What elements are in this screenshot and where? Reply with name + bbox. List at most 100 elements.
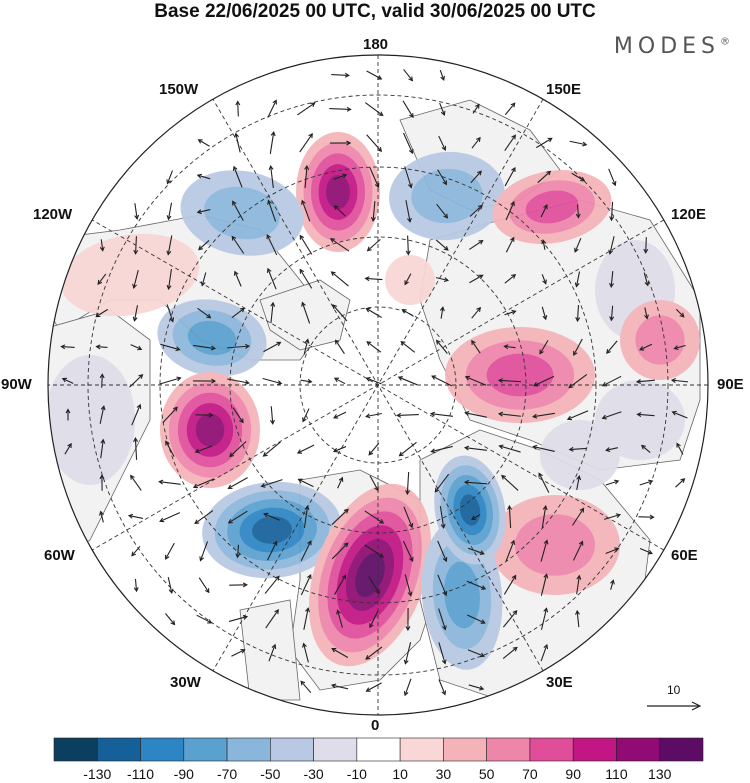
wind-vector <box>541 274 547 285</box>
wind-vector <box>166 268 172 291</box>
wind-vector <box>605 547 620 555</box>
anomaly-center <box>595 380 685 460</box>
anomaly-center <box>620 300 700 380</box>
graticule <box>48 55 708 715</box>
wind-vector <box>61 377 74 384</box>
anomaly-center <box>445 327 595 423</box>
lon-label-180: 180 <box>363 36 389 53</box>
wind-vector <box>640 444 651 453</box>
wind-vector <box>300 573 312 596</box>
wind-vector <box>229 582 248 588</box>
wind-vector <box>469 239 484 250</box>
wind-vector <box>398 441 417 457</box>
wind-vector <box>158 479 181 485</box>
wind-vector <box>643 237 649 254</box>
wind-vector <box>165 542 175 560</box>
wind-vector <box>332 446 347 453</box>
wind-vector <box>503 574 517 595</box>
wind-vector <box>435 239 449 251</box>
colorbar-swatch <box>270 737 314 762</box>
wind-vector <box>300 680 312 694</box>
lon-label-120e: 120E <box>671 206 707 223</box>
wind-vector <box>64 442 72 455</box>
wind-vector <box>535 137 553 149</box>
wind-vector <box>575 204 581 219</box>
wind-vector <box>539 340 549 355</box>
wind-vector <box>266 540 278 561</box>
wind-vector <box>227 510 248 524</box>
wind-vector <box>159 376 182 385</box>
anomaly-center <box>490 495 620 595</box>
wind-vector <box>60 344 75 350</box>
wind-vector <box>264 575 280 594</box>
wind-vector <box>609 271 615 289</box>
wind-vector <box>402 132 414 155</box>
wind-vector <box>369 610 379 629</box>
wind-vector <box>197 139 210 147</box>
wind-vector <box>366 70 383 80</box>
wind-vector <box>439 102 446 116</box>
anomaly-contour <box>385 255 435 305</box>
wind-vector <box>232 407 244 424</box>
map-disk <box>48 55 708 715</box>
wind-vector <box>99 239 105 252</box>
colorbar-swatch <box>140 737 185 762</box>
wind-vectors <box>60 69 689 697</box>
colorbar-swatch <box>572 737 617 762</box>
wind-vector <box>505 539 516 562</box>
wind-vector <box>229 441 247 458</box>
latitude-circle <box>87 94 669 676</box>
wind-vector <box>332 304 348 322</box>
wind-vector <box>404 574 413 597</box>
wind-vector <box>65 408 71 421</box>
wind-vector <box>166 170 174 185</box>
wind-vector <box>569 140 588 147</box>
wind-vector <box>194 445 213 454</box>
wind-vector <box>196 209 211 215</box>
wind-vector <box>366 341 382 353</box>
wind-vector <box>226 343 251 349</box>
wind-vector <box>131 545 141 557</box>
wind-vector <box>99 405 106 424</box>
registered-mark: ® <box>720 36 730 48</box>
colorbar-tick-label: 130 <box>648 766 672 782</box>
anomaly-contour <box>595 380 685 460</box>
wind-vector <box>300 540 312 562</box>
wind-vector <box>231 307 246 319</box>
wind-vector <box>336 609 343 628</box>
anomaly-contour <box>204 186 280 240</box>
wind-vector <box>303 504 310 528</box>
wind-vector <box>192 478 215 489</box>
wind-vector <box>469 204 483 217</box>
wind-vector <box>299 133 313 153</box>
wind-vector <box>166 304 175 323</box>
anomaly-center <box>60 233 200 317</box>
wind-vector <box>402 100 414 119</box>
wind-vector <box>601 375 622 387</box>
wind-vector <box>299 268 313 289</box>
wind-vector <box>601 411 622 420</box>
wind-vector <box>430 445 453 454</box>
wind-vector <box>160 343 181 352</box>
wind-vector <box>575 304 581 323</box>
wind-vector <box>439 506 446 529</box>
wind-vector <box>437 540 448 563</box>
wind-vector <box>575 609 580 628</box>
map-border <box>47 54 709 716</box>
wind-vector <box>467 649 486 658</box>
reference-vector-arrow <box>647 701 702 711</box>
wind-vector <box>234 132 241 153</box>
wind-vector <box>405 607 411 632</box>
anomaly-contour <box>525 190 579 224</box>
wind-vector <box>609 305 615 322</box>
wind-vector <box>675 478 686 488</box>
wind-vector <box>638 514 655 520</box>
colorbar-tick-label: 110 <box>605 766 628 782</box>
wind-vector <box>263 341 282 353</box>
wind-vector <box>266 267 277 290</box>
wind-vector <box>532 412 555 419</box>
wind-vector <box>233 270 242 287</box>
anomaly-contour <box>252 516 292 544</box>
wind-vector <box>436 203 449 219</box>
wind-vector <box>330 271 349 287</box>
